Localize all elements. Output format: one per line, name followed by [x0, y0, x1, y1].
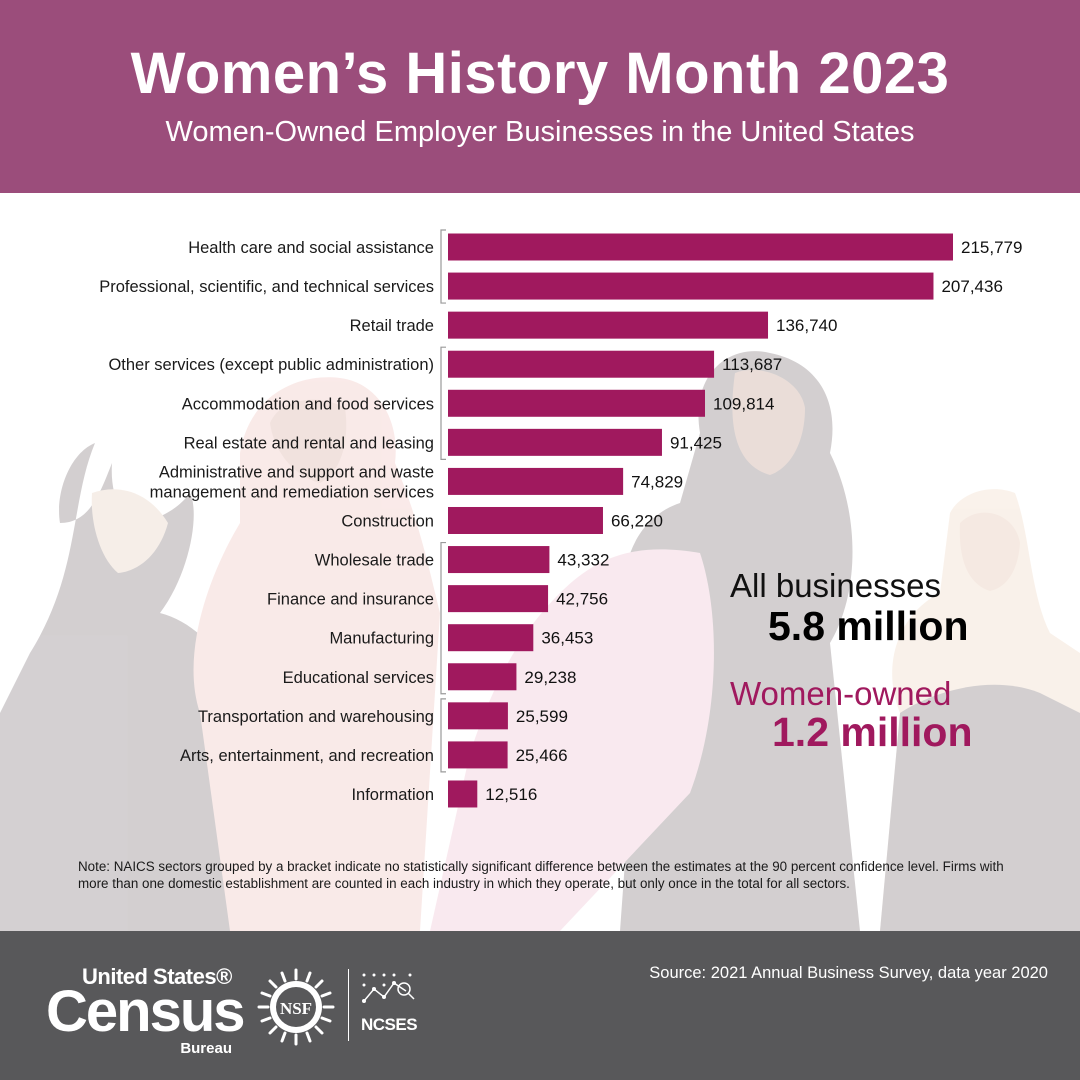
nsf-logo-icon: NSF — [257, 968, 335, 1046]
logo-divider — [348, 969, 349, 1041]
category-label: Finance and insurance — [267, 591, 434, 609]
bar-value-label: 42,756 — [556, 590, 608, 609]
bar-value-label: 91,425 — [670, 433, 722, 452]
bar — [448, 311, 769, 339]
bar-value-label: 43,332 — [557, 551, 609, 570]
ncses-logo-text: NCSES — [361, 1015, 418, 1034]
bracket-group — [440, 229, 446, 773]
bar-value-label: 215,779 — [961, 238, 1022, 257]
significance-bracket — [440, 698, 446, 773]
bar-value-label: 29,238 — [524, 668, 576, 687]
bar — [448, 624, 534, 652]
bar-value-label: 74,829 — [631, 472, 683, 491]
category-label: Accommodation and food services — [182, 395, 434, 413]
bar — [448, 585, 549, 613]
category-label: Transportation and warehousing — [198, 708, 434, 726]
bar — [448, 467, 624, 495]
footer-bar: United States® Census Bureau NSF — [0, 931, 1080, 1080]
bar-chart: Health care and social assistance Profess… — [99, 229, 1022, 808]
women-owned-label: Women-owned — [730, 675, 952, 712]
category-labels: Health care and social assistance Profess… — [99, 239, 434, 804]
bar — [448, 233, 953, 261]
bar-value-label: 113,687 — [722, 355, 782, 374]
page-subtitle: Women-Owned Employer Businesses in the U… — [165, 116, 915, 148]
significance-bracket — [440, 541, 446, 695]
bar-value-label: 136,740 — [776, 316, 837, 335]
ncses-network-icon — [362, 973, 415, 1003]
significance-bracket — [440, 229, 446, 304]
bar — [448, 350, 715, 378]
census-logo-bureau: Bureau — [180, 1040, 232, 1057]
significance-bracket — [440, 346, 446, 460]
value-labels: 215,779 207,436 136,740 113,687 109,814 91,42… — [485, 238, 1022, 804]
category-label: Retail trade — [350, 317, 434, 335]
category-label: Information — [351, 786, 434, 804]
category-label: Health care and social assistance — [188, 239, 434, 257]
census-logo-top: United States® — [82, 964, 232, 989]
nsf-logo-text: NSF — [280, 999, 312, 1018]
bar — [448, 389, 706, 417]
category-label: Manufacturing — [329, 630, 434, 648]
bars — [448, 233, 953, 808]
bar — [448, 428, 662, 456]
header-banner: Women’s History Month 2023 Women-Owned E… — [0, 0, 1080, 193]
bar — [448, 272, 934, 300]
bar-value-label: 207,436 — [941, 277, 1002, 296]
ncses-logo: NCSES — [360, 971, 420, 1046]
census-bureau-logo: United States® Census Bureau — [46, 964, 246, 1059]
category-label: Arts, entertainment, and recreation — [180, 747, 434, 765]
category-label: Professional, scientific, and technical … — [99, 278, 434, 296]
category-label: Construction — [341, 512, 434, 530]
bar-value-label: 25,599 — [516, 707, 568, 726]
chart-note: Note: NAICS sectors grouped by a bracket… — [78, 859, 1004, 891]
bar — [448, 702, 508, 730]
women-owned-value: 1.2 million — [772, 709, 973, 755]
category-label: Other services (except public administra… — [108, 356, 434, 374]
background-women-illustration — [0, 351, 1080, 931]
category-label: Administrative and support and waste mana… — [150, 463, 434, 501]
census-logo-main: Census — [46, 979, 246, 1044]
category-label: Real estate and rental and leasing — [184, 434, 434, 452]
all-businesses-value: 5.8 million — [768, 603, 969, 649]
all-businesses-label: All businesses — [730, 567, 941, 604]
page-title: Women’s History Month 2023 — [130, 41, 950, 106]
source-text: Source: 2021 Annual Business Survey, dat… — [649, 964, 1048, 982]
category-label: Educational services — [283, 669, 434, 687]
category-label: Wholesale trade — [315, 552, 434, 570]
bar — [448, 780, 478, 808]
bar-value-label: 109,814 — [713, 394, 774, 413]
bar-value-label: 12,516 — [485, 785, 537, 804]
bar-value-label: 36,453 — [541, 629, 593, 648]
bar — [448, 741, 508, 769]
bar-value-label: 25,466 — [516, 746, 568, 765]
bar — [448, 663, 517, 691]
bar — [448, 506, 603, 534]
bar — [448, 546, 550, 574]
bar-value-label: 66,220 — [611, 511, 663, 530]
